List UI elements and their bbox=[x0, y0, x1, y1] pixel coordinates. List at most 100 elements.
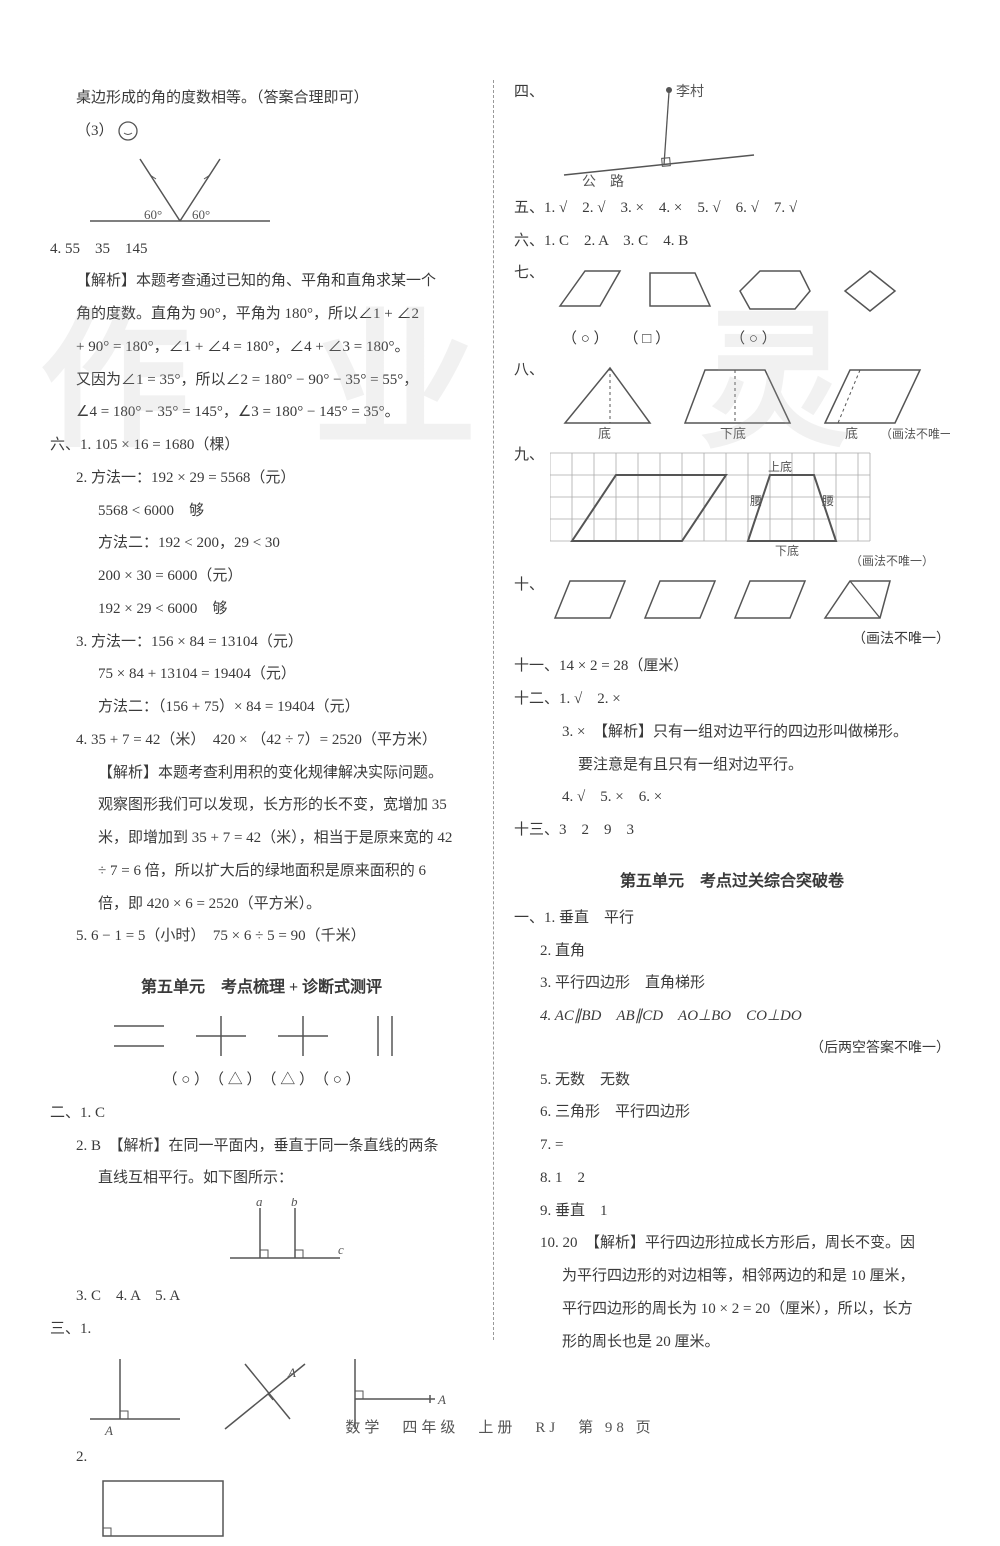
page-footer: 数学 四年级 上册 RJ 第 98 页 bbox=[0, 1416, 1000, 1437]
ten-label: 十、 bbox=[514, 573, 550, 594]
text-line: 8. 1 2 bbox=[514, 1165, 950, 1193]
text-line: （后两空答案不唯一） bbox=[514, 1036, 950, 1062]
page-container: 桌边形成的角的度数相等。（答案合理即可） （3） 60° 60° 4. 55 3… bbox=[50, 80, 950, 1546]
left-column: 桌边形成的角的度数相等。（答案合理即可） （3） 60° 60° 4. 55 3… bbox=[50, 80, 473, 1546]
svg-text:底: 底 bbox=[598, 426, 611, 441]
text-line: 3. × 【解析】只有一组对边平行的四边形叫做梯形。 bbox=[514, 719, 950, 747]
text-line: 米，即增加到 35 + 7 = 42（米），相当于是原来宽的 42 bbox=[50, 825, 473, 853]
column-divider bbox=[493, 80, 494, 1340]
text-line: 5568 < 6000 够 bbox=[50, 498, 473, 526]
text-line: 形的周长也是 20 厘米。 bbox=[514, 1329, 950, 1357]
road-diagram: 李村 公 路 bbox=[554, 80, 774, 190]
eight-block: 八、 底 下底 底 （画法不唯一） bbox=[514, 358, 950, 443]
svg-text:腰: 腰 bbox=[822, 494, 834, 508]
angle-60-diagram: 60° 60° bbox=[80, 151, 473, 231]
text-line: 200 × 30 = 6000（元） bbox=[50, 563, 473, 591]
rectangle-diagram bbox=[98, 1476, 473, 1546]
cross-icon bbox=[268, 1011, 338, 1061]
text-line: 直线互相平行。如下图所示： bbox=[50, 1165, 473, 1193]
four-block: 四、 李村 公 路 bbox=[514, 80, 950, 190]
part3-2: 2. bbox=[50, 1444, 473, 1472]
text-line: 一、1. 垂直 平行 bbox=[514, 905, 950, 933]
seven-marks: （ ○ ） （ □ ） （ ○ ） bbox=[514, 326, 950, 354]
q3-label: （3） bbox=[50, 118, 473, 146]
text-line: 五、1. √ 2. √ 3. × 4. × 5. √ 6. √ 7. √ bbox=[514, 195, 950, 223]
text-line: 9. 垂直 1 bbox=[514, 1198, 950, 1226]
text-line: 六、1. 105 × 16 = 1680（棵） bbox=[50, 432, 473, 460]
text-line: 六、1. C 2. A 3. C 4. B bbox=[514, 228, 950, 256]
eight-label: 八、 bbox=[514, 358, 550, 379]
text-line: ∠4 = 180° − 35° = 145°，∠3 = 180° − 145° … bbox=[50, 399, 473, 427]
circle-icon bbox=[117, 120, 139, 142]
nine-label: 九、 bbox=[514, 443, 550, 464]
part1-marks: （ ○ ） （ △ ） （ △ ） （ ○ ） bbox=[50, 1067, 473, 1095]
text-line: 3. 方法一：156 × 84 = 13104（元） bbox=[50, 629, 473, 657]
text-line: 桌边形成的角的度数相等。（答案合理即可） bbox=[50, 85, 473, 113]
text-line: 平行四边形的周长为 10 × 2 = 20（厘米），所以，长方 bbox=[514, 1296, 950, 1324]
part1-diagrams bbox=[50, 1011, 473, 1061]
seven-label: 七、 bbox=[514, 261, 550, 282]
svg-text:c: c bbox=[338, 1242, 344, 1257]
text-line: 十二、1. √ 2. × bbox=[514, 686, 950, 714]
text-line: 3. 平行四边形 直角梯形 bbox=[514, 970, 950, 998]
svg-text:底: 底 bbox=[845, 426, 858, 441]
angle-label: 60° bbox=[192, 207, 210, 222]
svg-text:上底: 上底 bbox=[768, 459, 792, 474]
svg-text:A: A bbox=[287, 1365, 296, 1380]
svg-text:李村: 李村 bbox=[676, 84, 704, 100]
angle-label: 60° bbox=[144, 207, 162, 222]
text-line: 5. 6 − 1 = 5（小时） 75 × 6 ÷ 5 = 90（千米） bbox=[50, 923, 473, 951]
text-line: 观察图形我们可以发现，长方形的长不变，宽增加 35 bbox=[50, 792, 473, 820]
section-title: 第五单元 考点过关综合突破卷 bbox=[514, 867, 950, 891]
svg-text:A: A bbox=[437, 1392, 446, 1407]
ten-note: （画法不唯一） bbox=[514, 628, 950, 648]
text-line: 5. 无数 无数 bbox=[514, 1067, 950, 1095]
vertical-lines-icon bbox=[350, 1011, 420, 1061]
svg-text:b: b bbox=[291, 1198, 298, 1209]
svg-text:（画法不唯一）: （画法不唯一） bbox=[850, 554, 934, 568]
right-column: 四、 李村 公 路 五、1. √ 2. √ 3. × 4. × 5. √ 6. … bbox=[514, 80, 950, 1546]
text-line: 方法二：（156 + 75）× 84 = 19404（元） bbox=[50, 694, 473, 722]
text-line: 7. = bbox=[514, 1132, 950, 1160]
parallelograms-row bbox=[550, 573, 950, 628]
text-line: 192 × 29 < 6000 够 bbox=[50, 596, 473, 624]
four-label: 四、 bbox=[514, 80, 554, 190]
svg-text:下底: 下底 bbox=[720, 426, 746, 441]
text-line: 【解析】本题考查利用积的变化规律解决实际问题。 bbox=[50, 760, 473, 788]
text-line: 4. AC∥BD AB∥CD AO⊥BO CO⊥DO bbox=[514, 1003, 950, 1031]
part3-label: 三、1. bbox=[50, 1316, 473, 1344]
text-line: 方法二：192 < 200，29 < 30 bbox=[50, 530, 473, 558]
perpendicular-icon bbox=[186, 1011, 256, 1061]
text-line: 2. 直角 bbox=[514, 938, 950, 966]
text-line: 6. 三角形 平行四边形 bbox=[514, 1099, 950, 1127]
text-line: 二、1. C bbox=[50, 1100, 473, 1128]
text-line: 2. 方法一：192 × 29 = 5568（元） bbox=[50, 465, 473, 493]
seven-block: 七、 bbox=[514, 261, 950, 321]
text-line: 十三、3 2 9 3 bbox=[514, 817, 950, 845]
text-line: 要注意是有且只有一组对边平行。 bbox=[514, 752, 950, 780]
svg-text:（画法不唯一）: （画法不唯一） bbox=[880, 427, 950, 441]
grid-trapezoid-diagram: 上底 腰 腰 下底 （画法不唯一） bbox=[550, 443, 950, 573]
heights-diagram: 底 下底 底 （画法不唯一） bbox=[550, 358, 950, 443]
svg-text:下底: 下底 bbox=[775, 543, 799, 558]
text-line: 2. B 【解析】在同一平面内，垂直于同一条直线的两条 bbox=[50, 1133, 473, 1161]
text-line: 10. 20 【解析】平行四边形拉成长方形后，周长不变。因 bbox=[514, 1230, 950, 1258]
parallel-lines-icon bbox=[104, 1011, 174, 1061]
abc-diagram: a b c bbox=[210, 1198, 473, 1278]
section-title: 第五单元 考点梳理 + 诊断式测评 bbox=[50, 973, 473, 997]
text-line: ÷ 7 = 6 倍，所以扩大后的绿地面积是原来面积的 6 bbox=[50, 858, 473, 886]
text-line: 又因为∠1 = 35°，所以∠2 = 180° − 90° − 35° = 55… bbox=[50, 367, 473, 395]
svg-text:a: a bbox=[256, 1198, 263, 1209]
text-line: 3. C 4. A 5. A bbox=[50, 1283, 473, 1311]
svg-text:腰: 腰 bbox=[750, 494, 762, 508]
q4-head: 4. 55 35 145 bbox=[50, 236, 473, 264]
label: （3） bbox=[76, 123, 114, 139]
text-line: 十一、14 × 2 = 28（厘米） bbox=[514, 653, 950, 681]
text-line: 4. 35 + 7 = 42（米） 420 × （42 ÷ 7）= 2520（平… bbox=[50, 727, 473, 755]
text-line: 75 × 84 + 13104 = 19404（元） bbox=[50, 661, 473, 689]
nine-block: 九、 bbox=[514, 443, 950, 573]
text-line: 为平行四边形的对边相等，相邻两边的和是 10 厘米， bbox=[514, 1263, 950, 1291]
text-line: 【解析】本题考查通过已知的角、平角和直角求某一个 bbox=[50, 268, 473, 296]
text-line: 倍，即 420 × 6 = 2520（平方米）。 bbox=[50, 891, 473, 919]
ten-block: 十、 bbox=[514, 573, 950, 628]
